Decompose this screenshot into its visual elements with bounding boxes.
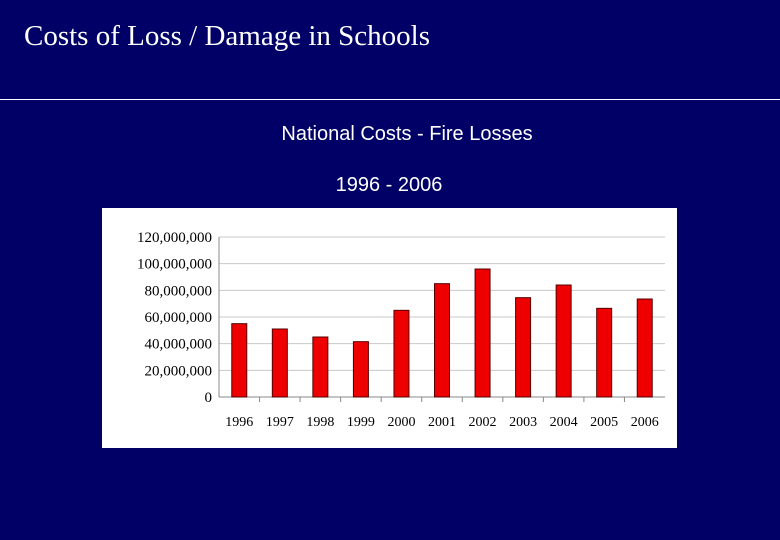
x-tick-label: 2005 bbox=[590, 415, 618, 430]
x-tick-label: 1997 bbox=[266, 415, 294, 430]
y-tick-label: 80,000,000 bbox=[145, 283, 213, 299]
x-tick-label: 2004 bbox=[550, 415, 578, 430]
x-tick-label: 2002 bbox=[469, 415, 497, 430]
bar-chart: 0 20,000,000 40,000,000 60,000,000 80,000,00… bbox=[137, 230, 665, 430]
bar-2002 bbox=[474, 268, 491, 398]
bar-1999 bbox=[352, 341, 369, 398]
y-tick-label: 40,000,000 bbox=[145, 337, 213, 353]
bar-2001 bbox=[434, 283, 450, 398]
title-divider bbox=[0, 99, 780, 100]
x-tick-label: 2003 bbox=[509, 415, 537, 430]
chart-panel: 0 20,000,000 40,000,000 60,000,000 80,000,00… bbox=[102, 208, 677, 448]
bar-1997 bbox=[271, 328, 288, 398]
chart-subtitle: National Costs - Fire Losses bbox=[281, 123, 533, 145]
x-tick-label: 1996 bbox=[225, 415, 253, 430]
bar-2005 bbox=[596, 307, 613, 398]
bar-1996 bbox=[231, 323, 248, 398]
bar-2006 bbox=[636, 298, 653, 398]
bar-2004 bbox=[555, 284, 572, 398]
y-tick-label: 0 bbox=[205, 390, 213, 406]
y-tick-label: 120,000,000 bbox=[137, 230, 212, 246]
x-tick-label: 2006 bbox=[631, 415, 659, 430]
x-tick-label: 1999 bbox=[347, 415, 375, 430]
x-tick-label: 2001 bbox=[428, 415, 456, 430]
year-range: 1996 - 2006 bbox=[335, 174, 443, 196]
y-tick-label: 20,000,000 bbox=[145, 363, 213, 379]
slide-title: Costs of Loss / Damage in Schools bbox=[24, 20, 430, 52]
y-tick-label: 60,000,000 bbox=[145, 310, 213, 326]
y-tick-label: 100,000,000 bbox=[137, 257, 212, 273]
x-tick-label: 1998 bbox=[306, 415, 334, 430]
bar-2000 bbox=[393, 309, 410, 398]
x-tick-label: 2000 bbox=[387, 415, 415, 430]
bar-1998 bbox=[312, 336, 329, 398]
bar-2003 bbox=[515, 297, 532, 398]
